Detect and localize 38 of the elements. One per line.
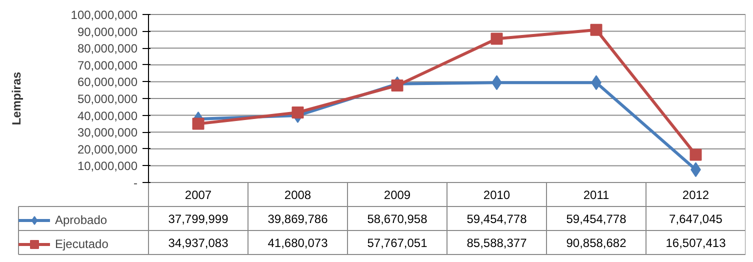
y-tick-label: 30,000,000 (77, 126, 138, 140)
x-tick-label: 2009 (384, 188, 411, 202)
y-axis-title: Lempiras (10, 71, 24, 126)
data-label: 7,647,045 (669, 212, 723, 226)
data-label: 57,767,051 (367, 236, 428, 250)
point (391, 79, 404, 92)
y-tick-label: 80,000,000 (77, 42, 138, 56)
data-label: 58,670,958 (367, 212, 428, 226)
data-label: 37,799,999 (168, 212, 229, 226)
data-label: 39,869,786 (268, 212, 328, 226)
point (690, 148, 702, 161)
data-label: 16,507,413 (666, 236, 726, 250)
data-label: 41,680,073 (268, 236, 328, 250)
data-label: 90,858,682 (566, 236, 627, 250)
y-tick-label: 40,000,000 (77, 108, 138, 123)
y-tick-label: 60,000,000 (77, 75, 138, 90)
x-tick-label: 2007 (184, 188, 212, 202)
y-tick-label: 90,000,000 (77, 24, 138, 39)
data-label: 34,937,083 (168, 236, 229, 250)
point (292, 106, 304, 118)
y-tick-label: 50,000,000 (77, 92, 138, 106)
point (192, 118, 204, 130)
y-tick-label: - (134, 176, 138, 190)
data-label: 85,588,377 (466, 236, 528, 250)
y-tick-label: 100,000,000 (70, 8, 138, 22)
data-label: 59,454,778 (566, 212, 627, 226)
point (590, 24, 602, 36)
legend-label: Aprobado (55, 212, 108, 229)
x-tick-label: 2012 (682, 188, 710, 202)
x-tick-label: 2010 (483, 188, 510, 202)
data-label: 59,454,778 (466, 212, 528, 226)
y-tick-label: 10,000,000 (77, 159, 138, 174)
y-tick-label: 70,000,000 (77, 58, 138, 72)
x-tick-label: 2011 (583, 188, 610, 202)
legend-label: Ejecutado (55, 236, 108, 253)
y-tick-label: 20,000,000 (77, 142, 138, 156)
point (490, 32, 503, 45)
x-tick-label: 2008 (284, 188, 312, 202)
